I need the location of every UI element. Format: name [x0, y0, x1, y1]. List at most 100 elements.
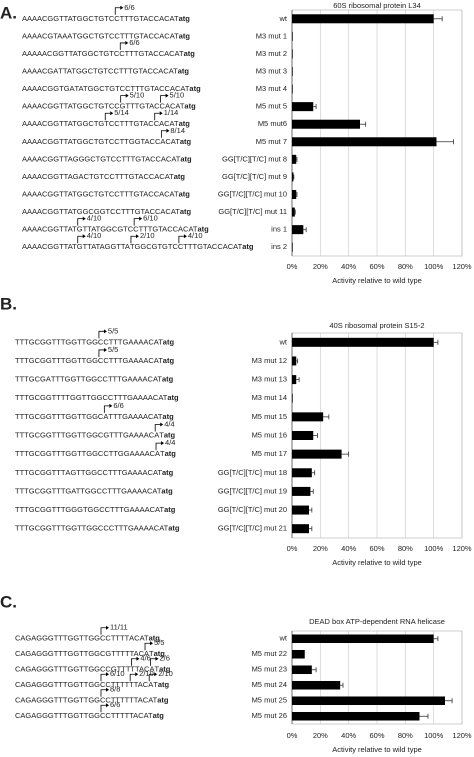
- sequence-segment: AACGGTTAT: [32, 189, 77, 198]
- sequence-segment: TAAA: [53, 31, 72, 40]
- category-label: GG[T/C][T/C] mut 8: [222, 154, 287, 163]
- tss-arrowhead: [136, 656, 140, 661]
- bar: [292, 31, 293, 41]
- tss-label: 5/14: [114, 108, 129, 117]
- tss-arrowhead: [165, 93, 169, 98]
- sequence-segment: atg: [163, 337, 175, 346]
- sequence-segment: A: [149, 665, 154, 674]
- tss-arrow: [104, 112, 111, 121]
- sequence-segment: T: [130, 665, 135, 674]
- category-label: M5 mut 23: [252, 665, 287, 674]
- sequence-segment: atg: [164, 430, 176, 439]
- sequence-segment: GTACCACAT: [134, 31, 180, 40]
- tss-arrowhead: [106, 703, 109, 708]
- sequence-segment: A: [144, 649, 149, 658]
- sequence-segment: CTTT: [133, 225, 153, 234]
- sequence-segment: AA: [22, 84, 32, 93]
- panel-label: A.: [0, 3, 17, 22]
- tss-label: 2/10: [158, 669, 173, 678]
- sequence-segment: GGCTGTC: [79, 154, 117, 163]
- x-axis-label: Activity relative to wild type: [332, 745, 422, 754]
- category-label: GG[T/C][T/C] mut 10: [218, 189, 287, 198]
- sequence-segment: TGGCTGTC: [72, 31, 115, 40]
- sequence-segment: TGG: [83, 505, 99, 514]
- category-label: M3 mut 3: [256, 66, 287, 75]
- bar: [292, 412, 324, 422]
- sequence-segment: atg: [163, 356, 175, 365]
- sequence-segment: GGCTGTC: [77, 14, 115, 23]
- tss-arrow: [100, 673, 106, 682]
- sequence-segment: C: [98, 412, 104, 421]
- sequence-segment: GGCTGTC: [76, 66, 114, 75]
- tss-label: 4/10: [87, 214, 102, 223]
- tss-arrowhead: [154, 672, 158, 677]
- sequence-segment: TGGC: [130, 242, 152, 251]
- sequence-segment: AACG: [32, 31, 53, 40]
- sequence-segment: T: [153, 680, 158, 689]
- sequence-segment: GGCTGTC: [82, 49, 120, 58]
- tss-arrowhead: [160, 422, 164, 427]
- sequence-segment: GTAC: [133, 119, 154, 128]
- sequence-segment: G: [94, 207, 100, 216]
- category-label: M5 mut 22: [252, 649, 287, 658]
- x-tick-label: 40%: [341, 731, 356, 740]
- sequence-segment: ACGGTTAT: [42, 49, 82, 58]
- tss-arrowhead: [139, 216, 143, 221]
- sequence-segment: AACGGT: [32, 84, 64, 93]
- sequence-segment: ACAT: [129, 634, 149, 643]
- tss-arrow: [98, 349, 104, 357]
- sequence-segment: TC: [104, 119, 115, 128]
- sequence-segment: CCTTT: [98, 356, 123, 365]
- tss-arrow: [154, 112, 160, 121]
- sequence-segment: TTT: [15, 524, 29, 533]
- sequence-segment: TTT: [15, 337, 29, 346]
- tss-label: 2/6: [159, 654, 169, 663]
- sequence-segment: GCGGTTT: [29, 505, 66, 514]
- tss-arrow: [77, 218, 83, 226]
- x-tick-label: 40%: [341, 544, 356, 553]
- tss-arrow: [100, 704, 106, 713]
- sequence-segment: AACGGTTA: [32, 172, 73, 181]
- sequence-segment: atg: [165, 449, 177, 458]
- sequence-segment: GAT: [65, 486, 80, 495]
- x-tick-label: 100%: [424, 544, 444, 553]
- tss-label: 6/6: [129, 38, 139, 47]
- sequence-segment: GAAAAC: [123, 430, 155, 439]
- tss-arrow: [103, 405, 110, 413]
- sequence-segment: CGGTTT: [35, 356, 66, 365]
- tss-arrowhead: [106, 672, 109, 677]
- tss-arrowhead: [155, 656, 159, 661]
- sequence-segment: GAAAACAT: [121, 486, 162, 495]
- sequence-segment: CCTTT: [103, 393, 128, 402]
- bar: [292, 634, 434, 644]
- sequence-segment: GAAAACAT: [124, 505, 165, 514]
- tss-arrow: [100, 689, 106, 697]
- sequence-segment: TTT: [108, 412, 122, 421]
- tss-arrow: [155, 442, 162, 451]
- chart-title: 40S ribosomal protein S15-2: [329, 321, 424, 330]
- bar: [292, 190, 297, 199]
- x-tick-label: 120%: [452, 544, 472, 553]
- bar: [292, 711, 420, 721]
- sequence-segment: G: [129, 137, 135, 146]
- sequence-segment: AA: [22, 225, 32, 234]
- x-tick-label: 60%: [369, 731, 384, 740]
- sequence-segment: G: [103, 430, 109, 439]
- tss-label: 6/10: [143, 214, 158, 223]
- tss-arrowhead: [106, 687, 109, 692]
- sequence-segment: atg: [158, 680, 170, 689]
- sequence-segment: TTAT: [58, 66, 76, 75]
- sequence-segment: CAGAGGGTTTGGTTGG: [15, 711, 100, 720]
- tss-label: 5/5: [108, 345, 118, 354]
- sequence-segment: GGTTGG: [65, 430, 98, 439]
- sequence-segment: GA: [73, 172, 84, 181]
- sequence-segment: G: [117, 225, 123, 234]
- sequence-segment: AACGGTTA: [32, 154, 73, 163]
- tss-arrowhead: [120, 5, 124, 10]
- sequence-segment: CTTT: [114, 14, 134, 23]
- x-tick-label: 0%: [287, 731, 298, 740]
- bar: [292, 449, 342, 459]
- sequence-segment: TGTC: [157, 242, 178, 251]
- x-tick-label: 20%: [313, 731, 328, 740]
- category-label: GG[T/C][T/C] mut 11: [218, 207, 287, 216]
